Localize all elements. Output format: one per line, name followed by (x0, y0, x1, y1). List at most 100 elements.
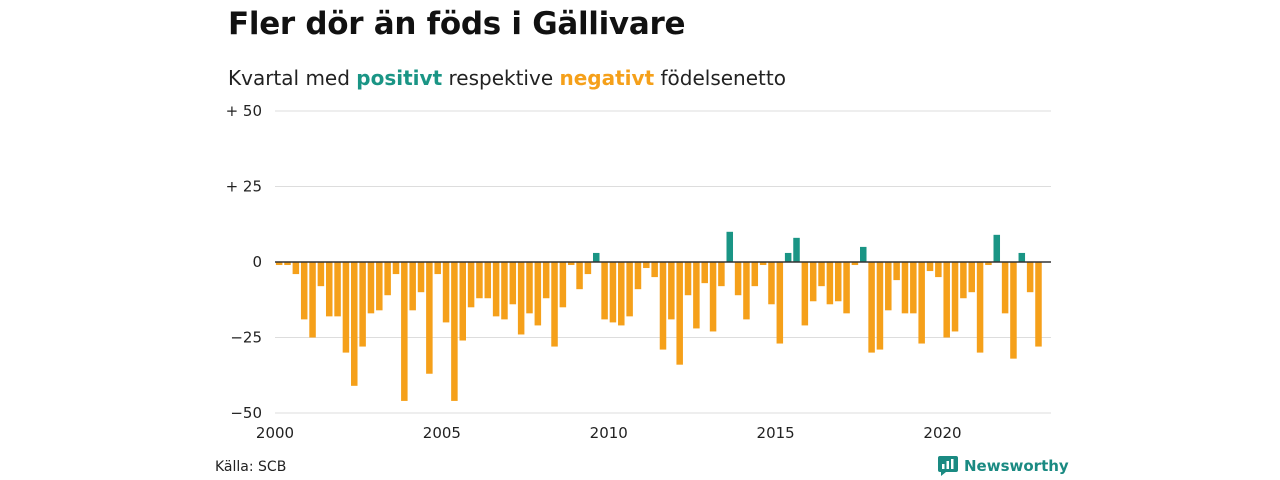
bar (492, 262, 500, 317)
bar (834, 262, 842, 302)
bar (910, 262, 917, 314)
bar (809, 262, 817, 302)
bar (860, 246, 867, 262)
bar (284, 262, 291, 266)
bar (768, 262, 775, 305)
y-tick-label: 0 (252, 253, 262, 271)
bar (576, 262, 583, 290)
chart-subtitle: Kvartal med positivt respektive negativt… (228, 66, 786, 90)
bar (392, 262, 400, 275)
y-axis-ticks: + 50 + 25 0 −25 −50 (226, 102, 262, 422)
bar (1001, 262, 1009, 314)
subtitle-mid: respektive (448, 66, 554, 90)
bar (517, 262, 525, 335)
bar (759, 262, 767, 266)
bar (693, 262, 700, 329)
bar (476, 262, 483, 299)
bar (526, 262, 533, 314)
bar (784, 252, 792, 262)
bar (384, 262, 391, 296)
chart-title: Fler dör än föds i Gällivare (228, 6, 686, 42)
bar (976, 262, 984, 353)
bar (442, 262, 450, 323)
bar (851, 262, 859, 266)
bar (651, 262, 658, 278)
bar (793, 237, 800, 262)
bar (901, 262, 909, 314)
bar (876, 262, 884, 350)
bar (1035, 262, 1042, 347)
bar (359, 262, 366, 347)
bar (893, 262, 900, 281)
subtitle-pre: Kvartal med (228, 66, 350, 90)
bar (484, 262, 492, 299)
bar (417, 262, 425, 293)
bar (618, 262, 625, 326)
bar (993, 234, 1001, 262)
bar (559, 262, 567, 308)
x-tick-label: 2005 (423, 424, 461, 442)
bar (592, 252, 600, 262)
bar (935, 262, 942, 278)
x-axis-ticks: 2000 2005 2010 2015 2020 (256, 424, 962, 442)
y-tick-label: + 50 (226, 102, 262, 120)
x-tick-label: 2020 (923, 424, 961, 442)
bar (426, 262, 433, 374)
bar (434, 262, 441, 275)
bar (734, 262, 742, 296)
bar (567, 262, 575, 266)
bar (542, 262, 550, 299)
bar (334, 262, 341, 317)
bar (626, 262, 633, 317)
bar (534, 262, 542, 326)
bar (885, 262, 892, 311)
bar (918, 262, 925, 344)
bar (509, 262, 517, 305)
bar (726, 231, 734, 262)
bar (668, 262, 675, 320)
bar (451, 262, 458, 401)
bar (985, 262, 992, 266)
bar (951, 262, 959, 332)
bar (684, 262, 692, 296)
bar (584, 262, 592, 275)
bar (459, 262, 466, 341)
bar (275, 262, 283, 266)
bar (292, 262, 300, 275)
bar (926, 262, 934, 272)
bar (709, 262, 717, 332)
source-note: Källa: SCB (215, 459, 287, 475)
bar (1010, 262, 1017, 359)
subtitle-negative: negativt (559, 66, 655, 90)
bar (467, 262, 475, 308)
x-tick-label: 2000 (256, 424, 294, 442)
bar (601, 262, 608, 320)
bar (960, 262, 967, 299)
bar (551, 262, 558, 347)
bar (743, 262, 750, 320)
bar (342, 262, 350, 353)
subtitle-post: födelsenetto (660, 66, 786, 90)
bar (843, 262, 850, 314)
x-tick-label: 2015 (757, 424, 795, 442)
bar (501, 262, 508, 320)
bar (325, 262, 333, 317)
newsworthy-logo-icon (938, 456, 958, 476)
x-tick-label: 2010 (590, 424, 628, 442)
bar (634, 262, 642, 290)
bars (275, 231, 1042, 401)
bar (309, 262, 316, 338)
bar (751, 262, 759, 287)
bar (659, 262, 667, 350)
bar (826, 262, 834, 305)
bar (367, 262, 375, 314)
bar (968, 262, 975, 293)
bar (409, 262, 416, 311)
bar (643, 262, 650, 269)
bar (1026, 262, 1034, 293)
y-tick-label: −25 (230, 329, 262, 347)
bar (701, 262, 708, 284)
brand: Newsworthy (938, 456, 1069, 476)
brand-name: Newsworthy (964, 457, 1069, 475)
